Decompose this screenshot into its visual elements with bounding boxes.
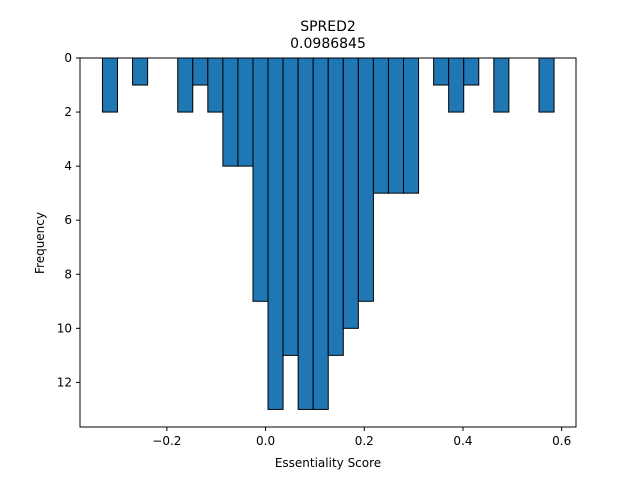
- y-tick-label-2: 4: [64, 159, 72, 173]
- histogram-bar-19: [448, 57, 465, 113]
- y-tick-label-3: 6: [64, 213, 72, 227]
- x-axis-label: Essentiality Score: [275, 456, 381, 470]
- x-tick-label-1: 0.0: [256, 434, 275, 448]
- y-axis-label: Frequency: [33, 212, 47, 274]
- histogram-bar-20: [463, 57, 480, 86]
- histogram-bar-13: [342, 57, 359, 329]
- histogram-bar-4: [207, 57, 224, 113]
- histogram-bar-7: [252, 57, 269, 302]
- chart-subtitle: 0.0986845: [290, 36, 366, 52]
- chart-title: SPRED2: [300, 19, 356, 35]
- histogram-bar-15: [372, 57, 389, 194]
- y-axis: 0 2 4 6 8 10 12: [57, 51, 80, 389]
- y-tick-label-1: 2: [64, 105, 72, 119]
- histogram-bar-10: [297, 57, 314, 410]
- histogram-bar-0: [101, 57, 119, 113]
- histogram-bar-16: [387, 57, 405, 194]
- histogram-bar-12: [327, 57, 344, 356]
- y-tick-label-5: 10: [57, 321, 72, 335]
- y-tick-label-0: 0: [64, 51, 72, 65]
- histogram-bar-3: [192, 57, 209, 86]
- histogram-bar-8: [267, 57, 284, 410]
- x-axis: −0.2 0.0 0.2 0.4 0.6: [152, 427, 571, 448]
- y-tick-label-6: 12: [57, 375, 72, 389]
- histogram-bar-2: [177, 57, 194, 113]
- x-tick-label-2: 0.2: [355, 434, 374, 448]
- histogram-bar-21: [493, 57, 510, 113]
- y-tick-label-4: 8: [64, 267, 72, 281]
- histogram-bar-18: [433, 57, 450, 86]
- histogram-bar-9: [282, 57, 299, 356]
- histogram-bar-5: [222, 57, 239, 167]
- histogram-bar-17: [403, 57, 420, 194]
- histogram-bar-1: [132, 57, 149, 86]
- x-tick-label-4: 0.6: [552, 434, 571, 448]
- histogram-bar-6: [237, 57, 254, 167]
- bars-group: [101, 57, 555, 410]
- plot-frame: [79, 57, 577, 428]
- x-tick-label-0: −0.2: [152, 434, 181, 448]
- histogram-bar-14: [357, 57, 374, 302]
- x-tick-label-3: 0.4: [453, 434, 472, 448]
- histogram-bar-22: [538, 57, 555, 113]
- histogram-bar-11: [312, 57, 329, 410]
